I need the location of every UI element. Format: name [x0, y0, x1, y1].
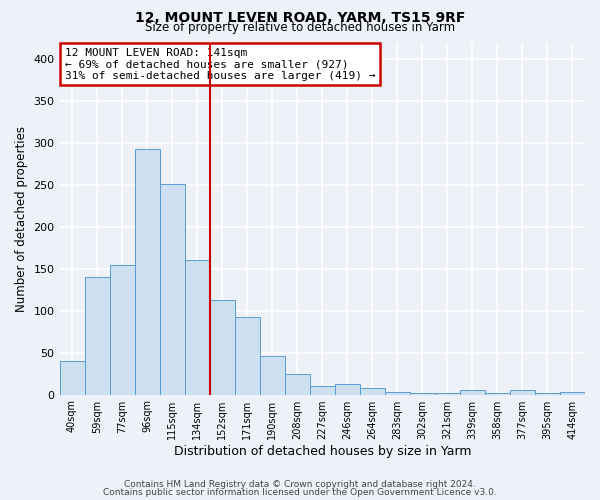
Bar: [185, 260, 209, 394]
Bar: [385, 392, 410, 394]
Bar: [535, 393, 560, 394]
Bar: [335, 384, 360, 394]
Bar: [510, 390, 535, 394]
Bar: [260, 356, 285, 395]
Bar: [160, 184, 185, 394]
Text: Size of property relative to detached houses in Yarm: Size of property relative to detached ho…: [145, 21, 455, 34]
Bar: [435, 393, 460, 394]
Text: Contains HM Land Registry data © Crown copyright and database right 2024.: Contains HM Land Registry data © Crown c…: [124, 480, 476, 489]
Bar: [360, 388, 385, 394]
Bar: [110, 264, 134, 394]
X-axis label: Distribution of detached houses by size in Yarm: Distribution of detached houses by size …: [173, 444, 471, 458]
Text: 12 MOUNT LEVEN ROAD: 141sqm
← 69% of detached houses are smaller (927)
31% of se: 12 MOUNT LEVEN ROAD: 141sqm ← 69% of det…: [65, 48, 375, 81]
Bar: [560, 392, 585, 394]
Y-axis label: Number of detached properties: Number of detached properties: [15, 126, 28, 312]
Bar: [310, 386, 335, 394]
Bar: [85, 277, 110, 394]
Bar: [485, 393, 510, 394]
Bar: [134, 149, 160, 394]
Bar: [285, 374, 310, 394]
Bar: [209, 300, 235, 394]
Bar: [460, 390, 485, 394]
Text: Contains public sector information licensed under the Open Government Licence v3: Contains public sector information licen…: [103, 488, 497, 497]
Bar: [59, 361, 85, 394]
Bar: [235, 318, 260, 394]
Bar: [410, 393, 435, 394]
Text: 12, MOUNT LEVEN ROAD, YARM, TS15 9RF: 12, MOUNT LEVEN ROAD, YARM, TS15 9RF: [135, 11, 465, 25]
